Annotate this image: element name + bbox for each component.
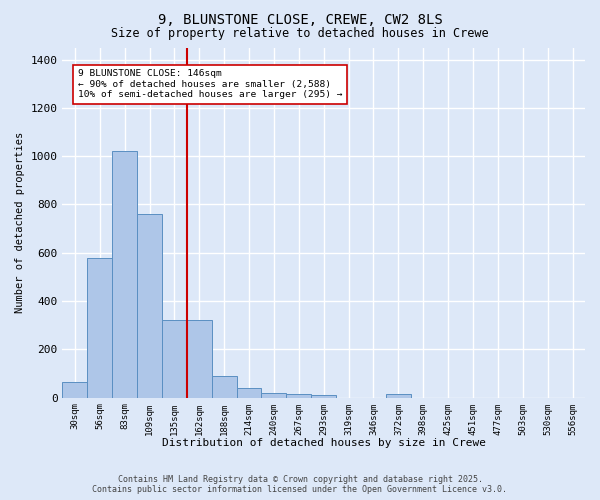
Text: Contains HM Land Registry data © Crown copyright and database right 2025.
Contai: Contains HM Land Registry data © Crown c…	[92, 474, 508, 494]
Bar	[88, 258, 112, 398]
Bar	[311, 395, 336, 398]
Bar	[162, 320, 187, 398]
Bar	[236, 388, 262, 398]
X-axis label: Distribution of detached houses by size in Crewe: Distribution of detached houses by size …	[162, 438, 486, 448]
Bar	[386, 394, 411, 398]
Bar	[286, 394, 311, 398]
Bar	[137, 214, 162, 398]
Text: 9 BLUNSTONE CLOSE: 146sqm
← 90% of detached houses are smaller (2,588)
10% of se: 9 BLUNSTONE CLOSE: 146sqm ← 90% of detac…	[78, 69, 343, 99]
Bar	[112, 152, 137, 398]
Bar	[212, 376, 236, 398]
Bar	[187, 320, 212, 398]
Text: 9, BLUNSTONE CLOSE, CREWE, CW2 8LS: 9, BLUNSTONE CLOSE, CREWE, CW2 8LS	[158, 12, 442, 26]
Bar	[262, 393, 286, 398]
Bar	[62, 382, 88, 398]
Y-axis label: Number of detached properties: Number of detached properties	[15, 132, 25, 313]
Text: Size of property relative to detached houses in Crewe: Size of property relative to detached ho…	[111, 28, 489, 40]
